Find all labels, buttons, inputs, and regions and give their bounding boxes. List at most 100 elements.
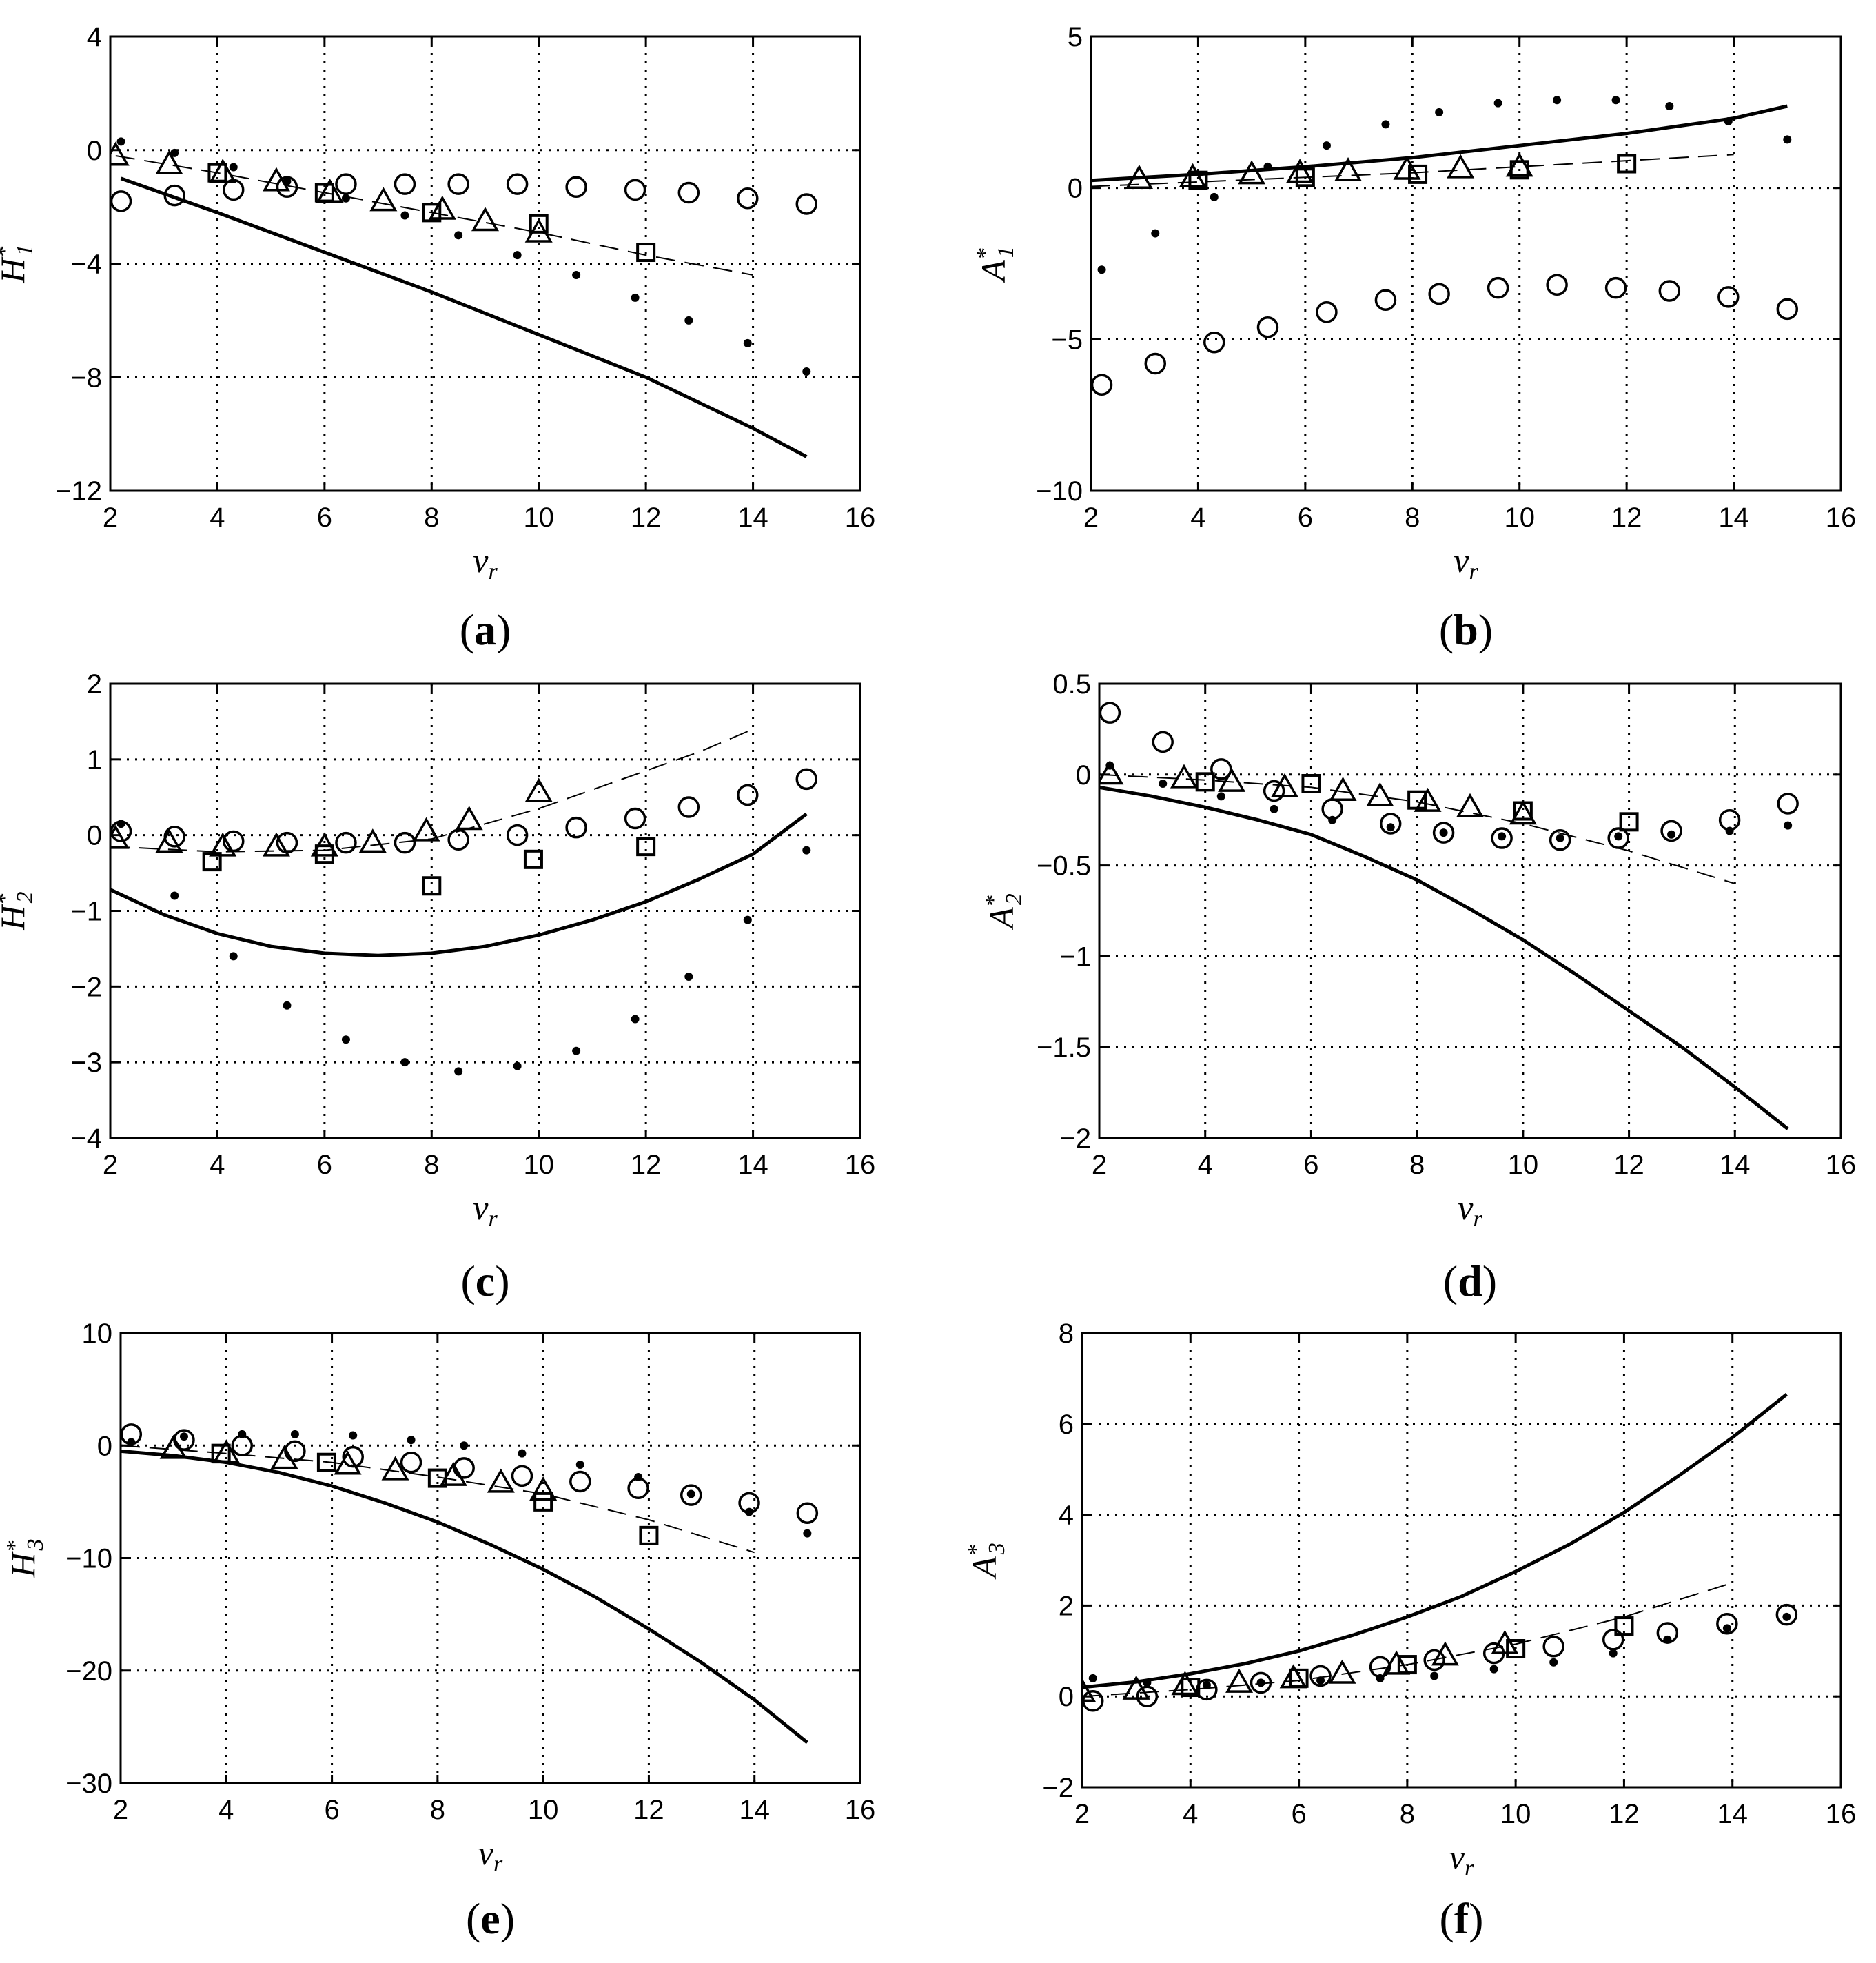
x-tick-label: 2 xyxy=(103,502,118,533)
dot-marker xyxy=(572,270,581,279)
dot-marker xyxy=(341,194,350,203)
dot-marker xyxy=(684,316,693,325)
dot-marker xyxy=(572,1046,581,1055)
x-tick-label: 14 xyxy=(737,502,768,533)
dot-marker xyxy=(743,338,752,347)
circle-marker xyxy=(1428,283,1450,305)
dot-marker xyxy=(686,1489,695,1498)
circle-marker xyxy=(335,831,357,854)
y-tick-label: 8 xyxy=(1059,1319,1074,1349)
square-marker xyxy=(1506,1639,1526,1659)
dot-marker xyxy=(290,1430,299,1438)
square-marker xyxy=(422,876,442,896)
dot-marker xyxy=(1322,141,1331,150)
x-tick-label: 6 xyxy=(317,1150,332,1180)
square-marker xyxy=(314,844,334,864)
square-marker xyxy=(316,1452,336,1472)
dot-marker xyxy=(1725,826,1734,835)
circle-marker xyxy=(1144,352,1167,375)
triangle-marker xyxy=(1122,1675,1150,1700)
x-tick-label: 2 xyxy=(1074,1799,1090,1829)
triangle-marker xyxy=(1456,793,1485,817)
circle-marker xyxy=(1432,822,1455,844)
y-tick-label: 2 xyxy=(87,669,102,700)
axes-frame xyxy=(1090,35,1842,492)
y-tick-label: 1 xyxy=(87,745,102,775)
dot-marker xyxy=(1105,761,1114,770)
triangle-marker xyxy=(381,1456,409,1481)
x-tick-label: 14 xyxy=(1718,502,1749,533)
y-tick-label: 0 xyxy=(1059,1682,1074,1712)
series-solid-line xyxy=(1082,1393,1788,1689)
circle-marker xyxy=(163,184,186,207)
circle-marker xyxy=(1316,301,1338,323)
triangle-marker xyxy=(1414,787,1442,812)
x-tick-label: 6 xyxy=(1298,502,1313,533)
square-marker xyxy=(1195,772,1215,792)
x-tick-label: 14 xyxy=(1717,1799,1748,1829)
x-tick-label: 16 xyxy=(1826,1799,1857,1829)
circle-marker xyxy=(624,807,646,830)
square-marker xyxy=(1513,801,1533,821)
circle-marker xyxy=(569,1470,591,1493)
x-tick-label: 6 xyxy=(1303,1150,1318,1180)
plot-area xyxy=(110,728,818,1076)
series-dashed-line xyxy=(110,728,753,853)
x-tick-label: 12 xyxy=(1611,502,1642,533)
square-marker xyxy=(1617,154,1637,174)
circle-marker xyxy=(795,768,818,791)
triangle-marker xyxy=(1082,1678,1097,1702)
circle-marker xyxy=(1607,827,1629,849)
dot-marker xyxy=(127,1438,136,1447)
square-marker xyxy=(207,163,227,183)
x-tick-label: 12 xyxy=(1609,1799,1640,1829)
triangle-marker xyxy=(1505,152,1533,177)
dot-marker xyxy=(513,1061,522,1070)
circle-marker xyxy=(447,828,469,851)
circle-marker xyxy=(677,796,700,818)
x-tick-label: 10 xyxy=(1500,1799,1531,1829)
plot-area xyxy=(110,137,818,458)
y-tick-label: 5 xyxy=(1068,22,1083,52)
x-tick-label: 2 xyxy=(113,1795,128,1825)
y-tick-label: −4 xyxy=(70,250,102,280)
triangle-marker xyxy=(155,150,183,174)
triangle-marker xyxy=(110,141,130,166)
series-solid-line xyxy=(121,1449,808,1745)
x-tick-label: 12 xyxy=(631,1150,662,1180)
circle-marker xyxy=(222,830,245,853)
y-axis-label: H*1 xyxy=(0,244,38,283)
circle-marker xyxy=(737,187,759,210)
dot-marker xyxy=(1088,1674,1097,1682)
x-tick-label: 16 xyxy=(1826,502,1857,533)
circle-marker xyxy=(1091,374,1113,396)
y-tick-label: −2 xyxy=(1059,1123,1091,1154)
dot-marker xyxy=(1614,832,1623,841)
series-dashed-line xyxy=(1099,773,1735,884)
dot-marker xyxy=(1435,108,1444,116)
x-tick-label: 4 xyxy=(218,1795,234,1825)
x-tick-label: 12 xyxy=(633,1795,664,1825)
circle-marker xyxy=(511,1465,533,1487)
x-tick-label: 4 xyxy=(1190,502,1205,533)
y-tick-label: 4 xyxy=(1059,1501,1074,1531)
triangle-marker xyxy=(412,817,440,842)
square-marker xyxy=(422,203,442,223)
x-axis-label: vr xyxy=(1449,1838,1474,1881)
dot-marker xyxy=(1611,96,1620,105)
dot-marker xyxy=(631,1015,640,1024)
dot-marker xyxy=(1609,1649,1618,1658)
y-tick-label: −2 xyxy=(1042,1773,1074,1803)
triangle-marker xyxy=(1238,160,1266,185)
dot-marker xyxy=(1256,1678,1265,1687)
x-tick-label: 4 xyxy=(210,1150,225,1180)
dot-marker xyxy=(1439,828,1448,837)
circle-marker xyxy=(335,173,357,195)
dot-marker xyxy=(1724,117,1733,126)
triangle-marker xyxy=(334,1450,362,1475)
triangle-marker xyxy=(1125,164,1153,189)
circle-marker xyxy=(1542,1635,1564,1658)
circle-marker xyxy=(1256,316,1279,338)
circle-marker xyxy=(447,173,469,195)
